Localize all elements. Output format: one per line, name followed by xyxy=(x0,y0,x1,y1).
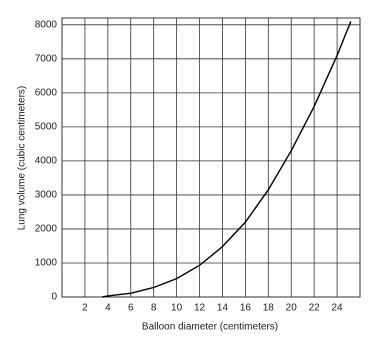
y-axis-label: Lung volume (cubic centimeters) xyxy=(17,86,28,231)
x-tick-label: 8 xyxy=(151,303,157,314)
x-tick-label: 2 xyxy=(82,303,88,314)
x-tick-label: 14 xyxy=(217,303,229,314)
x-tick-label: 20 xyxy=(286,303,298,314)
x-tick-label: 22 xyxy=(309,303,321,314)
y-tick-label: 3000 xyxy=(35,190,58,201)
y-tick-label: 6000 xyxy=(35,87,58,98)
y-tick-label: 1000 xyxy=(35,258,58,269)
x-tick-label: 16 xyxy=(240,303,252,314)
y-tick-label: 5000 xyxy=(35,122,58,133)
x-tick-label: 12 xyxy=(194,303,206,314)
y-tick-label: 8000 xyxy=(35,19,58,30)
y-tick-label: 7000 xyxy=(35,53,58,64)
x-tick-label: 24 xyxy=(332,303,344,314)
y-tick-label: 2000 xyxy=(35,224,58,235)
x-tick-label: 10 xyxy=(171,303,183,314)
x-tick-label: 4 xyxy=(105,303,111,314)
data-line xyxy=(101,21,352,298)
y-tick-label: 4000 xyxy=(35,156,58,167)
x-tick-label: 18 xyxy=(263,303,275,314)
x-tick-label: 6 xyxy=(128,303,134,314)
x-axis-label: Balloon diameter (centimeters) xyxy=(142,322,278,333)
y-tick-label: 0 xyxy=(51,292,57,303)
